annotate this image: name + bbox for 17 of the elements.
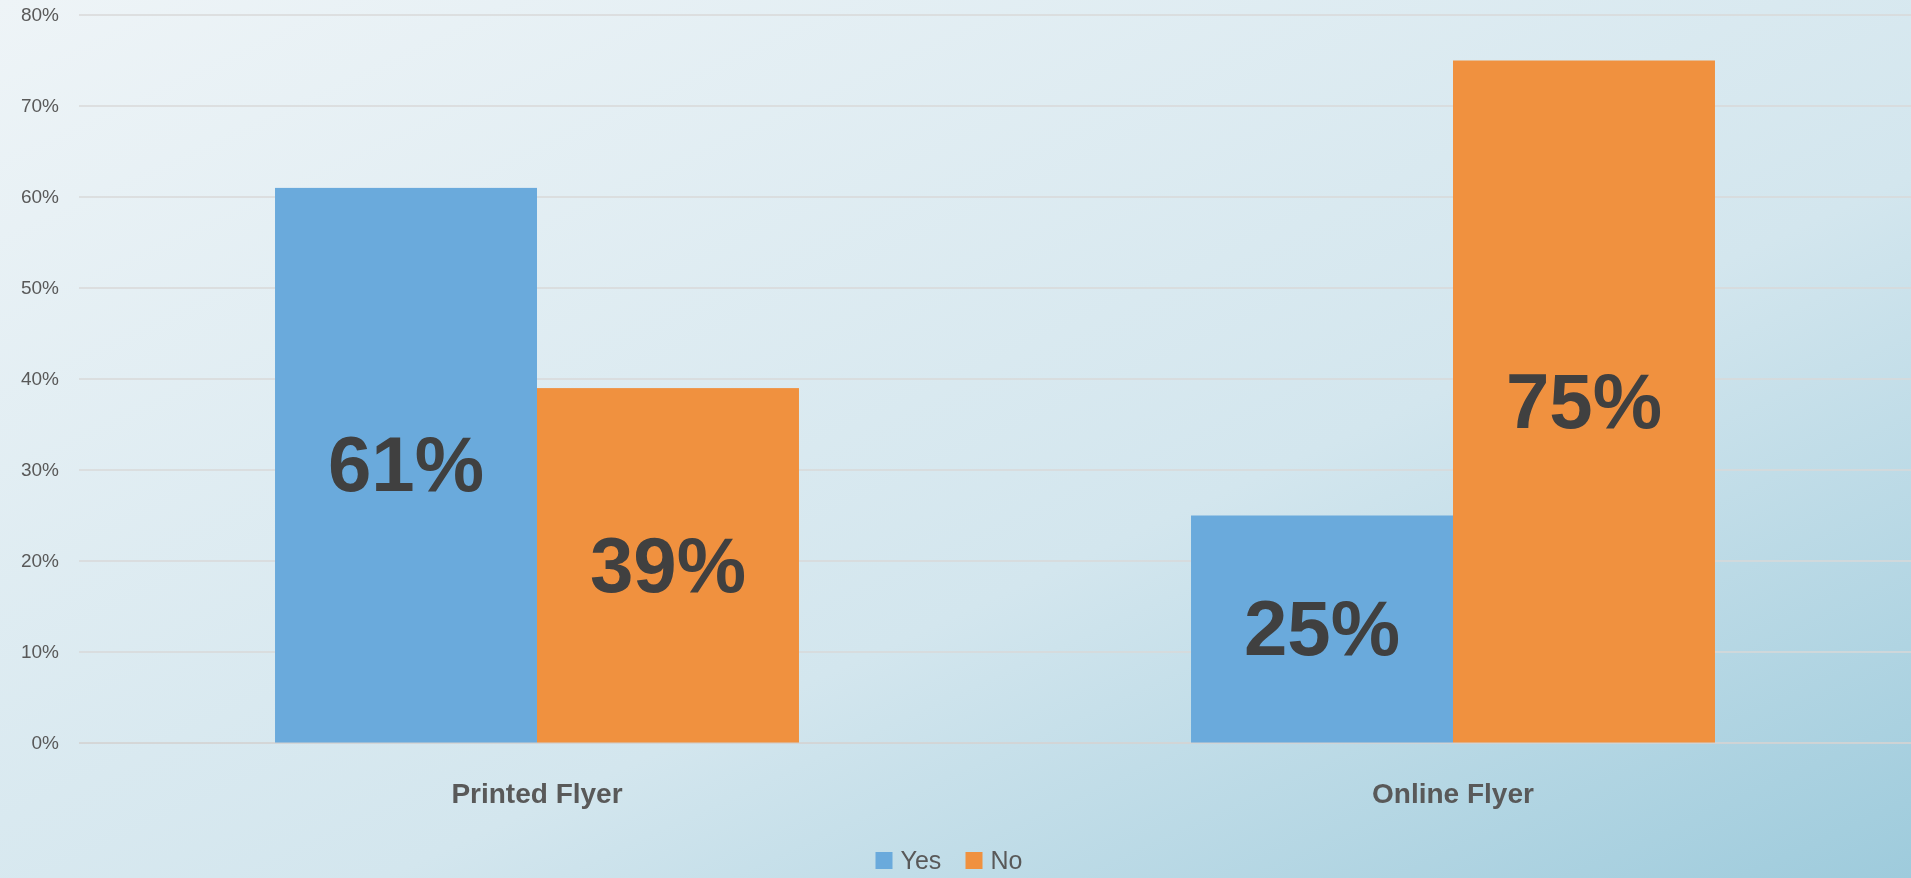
data-label: 61% <box>327 420 485 509</box>
x-tick-label: Online Flyer <box>1372 778 1535 809</box>
y-tick-label: 50% <box>20 277 60 298</box>
y-tick-label: 10% <box>20 641 60 662</box>
y-tick-label: 20% <box>20 550 60 571</box>
legend-label: No <box>990 846 1023 874</box>
y-tick-label: 70% <box>20 95 60 116</box>
y-tick-label: 30% <box>20 459 60 480</box>
y-tick-label: 40% <box>20 368 60 389</box>
y-tick-label: 0% <box>31 732 60 753</box>
data-label: 75% <box>1505 356 1663 445</box>
y-tick-label: 60% <box>20 186 60 207</box>
legend-label: Yes <box>900 846 942 874</box>
x-tick-label: Printed Flyer <box>451 778 623 809</box>
data-label: 39% <box>589 520 747 609</box>
data-label: 25% <box>1243 584 1401 673</box>
y-tick-label: 80% <box>20 4 60 25</box>
